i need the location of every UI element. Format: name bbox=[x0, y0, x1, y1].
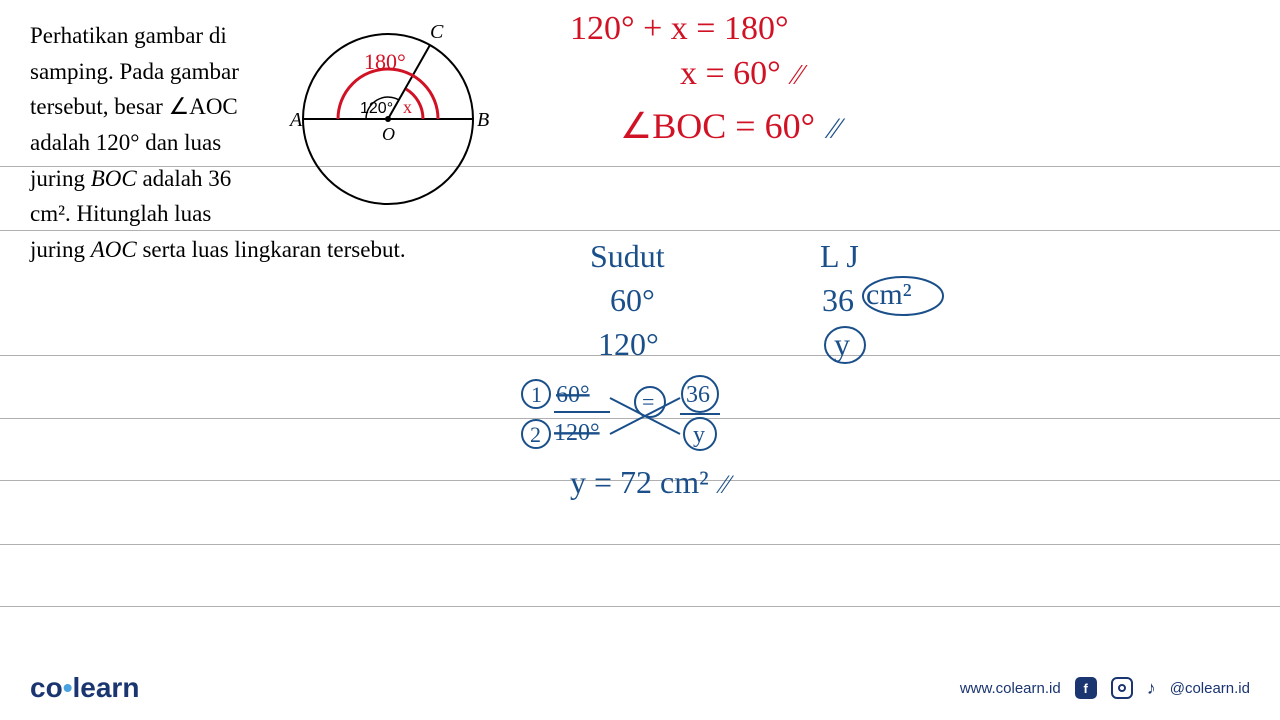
svg-text:y: y bbox=[693, 422, 705, 448]
label-A: A bbox=[288, 109, 303, 131]
footer-right: www.colearn.id f ♪ @colearn.id bbox=[960, 677, 1250, 699]
work-red-eq1: 120° + x = 180° bbox=[570, 10, 789, 48]
svg-text:2: 2 bbox=[530, 422, 541, 447]
handwritten-x: x bbox=[403, 97, 412, 117]
problem-line: adalah 36 bbox=[137, 166, 232, 191]
tiktok-icon: ♪ bbox=[1147, 678, 1156, 699]
proportion-work: 1 2 60° 120° = 36 y bbox=[520, 372, 800, 467]
circle-diagram: A B C O 120° 180° x bbox=[278, 14, 498, 229]
problem-line: juring bbox=[30, 237, 91, 262]
svg-text:=: = bbox=[642, 389, 654, 414]
logo-dot: • bbox=[63, 672, 73, 703]
table-header-angle: Sudut bbox=[590, 238, 665, 275]
svg-text:120°: 120° bbox=[554, 420, 600, 446]
instagram-icon bbox=[1111, 677, 1133, 699]
work-red-eq3: ∠BOC = 60° ⁄⁄ bbox=[620, 105, 840, 147]
svg-text:1: 1 bbox=[531, 382, 542, 407]
table-row1-angle: 60° bbox=[610, 282, 655, 319]
table-header-area: L J bbox=[820, 238, 859, 275]
label-O: O bbox=[382, 124, 395, 144]
region-name: AOC bbox=[91, 237, 137, 262]
region-name: BOC bbox=[91, 166, 137, 191]
problem-line: Perhatikan gambar di bbox=[30, 23, 227, 48]
problem-line: serta luas lingkaran tersebut. bbox=[137, 237, 406, 262]
problem-line: cm². Hitunglah luas bbox=[30, 201, 211, 226]
label-C: C bbox=[430, 21, 444, 43]
table-row2-area: y bbox=[834, 326, 850, 363]
footer-url: www.colearn.id bbox=[960, 680, 1061, 697]
diagram-svg: A B C O 120° 180° x bbox=[278, 14, 498, 224]
problem-line: juring bbox=[30, 166, 91, 191]
facebook-icon: f bbox=[1075, 677, 1097, 699]
problem-line: samping. Pada gambar bbox=[30, 59, 239, 84]
problem-line: tersebut, besar bbox=[30, 94, 169, 119]
footer: co•learn www.colearn.id f ♪ @colearn.id bbox=[30, 672, 1250, 704]
label-B: B bbox=[477, 109, 489, 131]
work-red-eq2: x = 60° ⁄⁄ bbox=[680, 55, 803, 93]
handwritten-180: 180° bbox=[364, 49, 406, 74]
svg-text:60°: 60° bbox=[556, 382, 590, 408]
svg-text:36: 36 bbox=[686, 382, 710, 408]
table-row2-angle: 120° bbox=[598, 326, 659, 363]
logo: co•learn bbox=[30, 672, 139, 704]
angle-notation: ∠AOC bbox=[169, 94, 238, 119]
footer-handle: @colearn.id bbox=[1170, 680, 1250, 697]
angle-120: 120° bbox=[360, 100, 393, 117]
unit-cm2: cm² bbox=[866, 278, 912, 312]
table-row1-area: 36 bbox=[822, 282, 854, 319]
result: y = 72 cm² ⁄⁄ bbox=[570, 464, 729, 501]
problem-line: adalah 120° dan luas bbox=[30, 130, 221, 155]
